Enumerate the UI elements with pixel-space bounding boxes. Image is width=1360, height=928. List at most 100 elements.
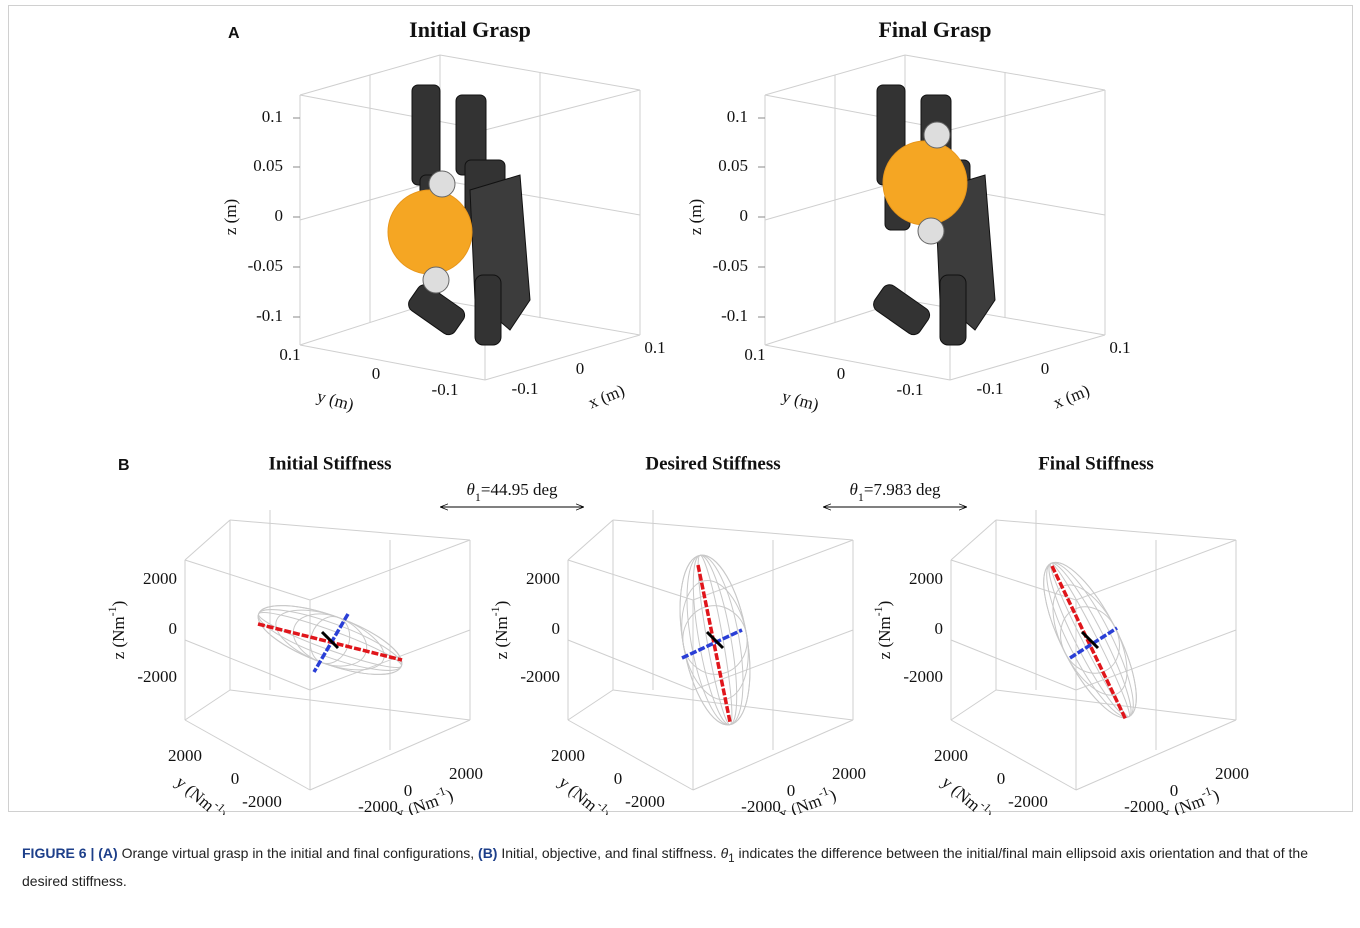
- z-tick-label: 2000: [143, 569, 177, 588]
- axis-line: [299, 344, 486, 381]
- x-tick-label: -0.1: [512, 379, 539, 398]
- x-tick-label: 0.1: [1109, 338, 1130, 357]
- z-tick-label: 2000: [526, 569, 560, 588]
- axis-line: [567, 719, 694, 791]
- y-tick-label: 0.1: [744, 345, 765, 364]
- axis-label: x (m): [1051, 381, 1093, 413]
- axis-line: [995, 689, 1237, 721]
- axis-line: [949, 89, 1106, 131]
- x-tick-label: -0.1: [977, 379, 1004, 398]
- plot-title: Initial Grasp: [409, 17, 531, 42]
- axis-label: z (Nm-1): [105, 601, 128, 660]
- axis-line: [764, 344, 951, 381]
- axis-line: [950, 719, 1077, 791]
- plot-title: Initial Stiffness: [269, 453, 392, 474]
- x-tick-label: 2000: [832, 764, 866, 783]
- label-text: y (Nm: [938, 772, 984, 815]
- y-tick-label: -2000: [242, 792, 282, 811]
- y-tick-label: -0.1: [432, 380, 459, 399]
- z-tick-label: -2000: [137, 667, 177, 686]
- axis-line: [612, 689, 854, 721]
- label-exp: -1: [433, 783, 447, 800]
- symbol: θ: [850, 480, 858, 499]
- subscript: 1: [728, 851, 735, 865]
- thumb: [873, 284, 931, 336]
- label-text: z (Nm: [109, 616, 128, 659]
- axis-label: y (m): [780, 386, 821, 414]
- z-tick-label: 0: [552, 619, 561, 638]
- axis-label: z (Nm-1): [488, 601, 511, 660]
- label-text: z (Nm: [875, 616, 894, 659]
- fingertip: [428, 170, 456, 198]
- figure-label: FIGURE 6 |: [22, 845, 95, 861]
- z-tick-label: 0: [169, 619, 178, 638]
- label-text: ): [596, 807, 613, 815]
- x-tick-label: -2000: [1124, 797, 1164, 815]
- axis-label: y (Nm-1): [555, 769, 616, 815]
- object-sphere: [882, 140, 968, 226]
- axis-line: [309, 719, 471, 791]
- z-tick-label: 0: [740, 206, 749, 225]
- axis-line: [184, 719, 311, 791]
- x-tick-label: 2000: [1215, 764, 1249, 783]
- y-tick-label: -2000: [625, 792, 665, 811]
- axis-line: [612, 519, 854, 541]
- axis-line: [950, 689, 997, 721]
- x-tick-label: 0.1: [644, 338, 665, 357]
- z-tick-label: 0: [275, 206, 284, 225]
- axis-line: [950, 559, 1077, 601]
- axis-label: z (Nm-1): [871, 601, 894, 660]
- z-tick-label: -0.1: [256, 306, 283, 325]
- z-tick-label: -0.05: [713, 256, 748, 275]
- label-text: ): [444, 785, 456, 805]
- axis-line: [567, 519, 614, 561]
- x-tick-label: 0: [576, 359, 585, 378]
- x-tick-label: 2000: [449, 764, 483, 783]
- caption-text: Orange virtual grasp in the initial and …: [117, 845, 479, 861]
- y-tick-label: 0.1: [279, 345, 300, 364]
- caption-text: Initial, objective, and final stiffness.: [497, 845, 721, 861]
- figure-frame: [8, 5, 1353, 812]
- figure: A B Initial Grasp 0.1 0.05 0 -0.05 -0.1 z (m) 0.1…: [105, 17, 1249, 815]
- caption-b: (B): [478, 845, 498, 861]
- axis-line: [995, 519, 1237, 541]
- thumb: [408, 284, 466, 336]
- label-exp: -1: [105, 606, 119, 616]
- angle-text: =7.983 deg: [864, 480, 941, 499]
- label-text: ): [213, 807, 230, 815]
- axis-label: x (Nm-1): [1158, 781, 1222, 815]
- third-axis: [705, 630, 725, 650]
- axis-line: [1075, 719, 1237, 791]
- label-text: y (Nm: [555, 772, 601, 815]
- z-tick-label: -0.1: [721, 306, 748, 325]
- axis-label: x (Nm-1): [392, 781, 456, 815]
- label-exp: -1: [1199, 783, 1213, 800]
- axis-line: [692, 719, 854, 791]
- axis-line: [567, 689, 614, 721]
- x-tick-label: 0: [1041, 359, 1050, 378]
- y-tick-label: 2000: [551, 746, 585, 765]
- object-sphere: [387, 189, 473, 275]
- axis-line: [567, 639, 694, 691]
- angle-label: θ1=44.95 deg: [467, 480, 558, 504]
- label-text: y (Nm: [172, 772, 218, 815]
- axis-line: [229, 519, 471, 541]
- label-exp: -1: [488, 606, 502, 616]
- caption-a: (A): [98, 845, 118, 861]
- label-exp: -1: [871, 606, 885, 616]
- fingertip: [917, 217, 945, 245]
- y-tick-label: 0: [231, 769, 240, 788]
- symbol: θ: [467, 480, 475, 499]
- z-tick-label: 0.05: [718, 156, 748, 175]
- thumb: [474, 274, 502, 346]
- label-exp: -1: [816, 783, 830, 800]
- thumb: [939, 274, 967, 346]
- y-tick-label: 0: [614, 769, 623, 788]
- z-tick-label: 0.1: [262, 107, 283, 126]
- z-tick-label: 2000: [909, 569, 943, 588]
- third-axis: [1080, 630, 1100, 650]
- axis-label: y (m): [315, 386, 356, 414]
- y-tick-label: 0: [997, 769, 1006, 788]
- label-text: x (Nm: [393, 791, 441, 815]
